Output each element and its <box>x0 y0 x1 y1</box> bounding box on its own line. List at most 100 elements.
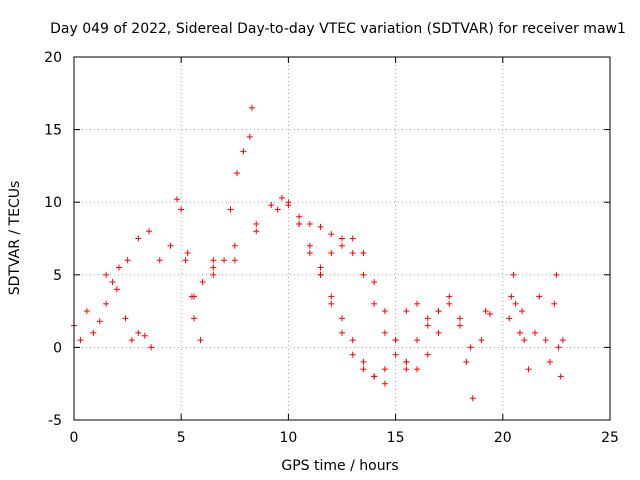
data-point <box>371 300 378 307</box>
data-point <box>553 271 560 278</box>
data-point <box>146 228 153 235</box>
data-point <box>371 373 378 380</box>
chart-title: Day 049 of 2022, Sidereal Day-to-day VTE… <box>50 21 626 37</box>
y-tick-label: 10 <box>44 195 62 211</box>
data-point <box>253 220 260 227</box>
data-point <box>446 300 453 307</box>
data-point <box>559 337 566 344</box>
data-point <box>392 351 399 358</box>
data-point <box>360 250 367 257</box>
data-point <box>349 250 356 257</box>
series-track-k <box>506 271 526 336</box>
data-point <box>525 366 532 373</box>
data-point <box>403 308 410 315</box>
plot-frame <box>73 56 611 421</box>
y-tick-label: -5 <box>48 413 62 429</box>
data-point <box>381 308 388 315</box>
data-point <box>510 271 517 278</box>
x-axis: 0 5 10 15 20 25 <box>70 57 619 446</box>
data-point <box>531 329 538 336</box>
data-point <box>435 329 442 336</box>
data-point <box>268 202 275 209</box>
data-point <box>96 318 103 325</box>
data-point <box>381 366 388 373</box>
data-point <box>328 300 335 307</box>
data-point <box>339 235 345 242</box>
data-point <box>536 293 543 300</box>
data-point <box>371 279 378 286</box>
data-point <box>240 148 247 155</box>
data-point <box>516 329 523 336</box>
data-point <box>424 322 431 329</box>
data-point <box>328 231 335 238</box>
data-point <box>339 242 345 249</box>
data-point <box>227 206 234 213</box>
data-point <box>167 242 174 249</box>
data-point <box>435 308 442 315</box>
data-point <box>148 344 155 351</box>
data-point <box>124 257 131 264</box>
data-point <box>191 315 198 322</box>
series-track-b <box>103 206 204 344</box>
data-point <box>424 315 431 322</box>
y-tick-label: 20 <box>44 50 62 66</box>
data-point <box>77 337 84 344</box>
data-point <box>231 242 238 249</box>
series-track-i <box>403 300 474 365</box>
data-point <box>248 104 255 111</box>
grid <box>74 57 610 420</box>
data-point <box>122 315 129 322</box>
data-point <box>542 337 549 344</box>
data-point <box>469 395 476 402</box>
data-point <box>274 206 281 213</box>
data-point <box>199 279 206 286</box>
data-point <box>456 315 463 322</box>
y-axis: -5 0 5 10 15 20 <box>44 50 610 429</box>
data-point <box>221 257 228 264</box>
data-point <box>231 257 238 264</box>
data-point <box>467 344 474 351</box>
data-point <box>339 329 345 336</box>
data-point <box>103 300 110 307</box>
data-point <box>306 220 313 227</box>
x-tick-label: 25 <box>601 430 619 446</box>
x-tick-label: 5 <box>177 430 186 446</box>
data-point <box>83 308 90 315</box>
x-tick-label: 0 <box>70 430 79 446</box>
data-point <box>109 279 116 286</box>
data-point <box>210 271 217 278</box>
data-point <box>178 206 185 213</box>
data-point <box>446 293 453 300</box>
data-point <box>506 315 513 322</box>
data-point <box>381 380 388 387</box>
data-point <box>135 329 142 336</box>
data-point <box>414 337 421 344</box>
data-point <box>253 228 260 235</box>
data-point <box>482 308 489 315</box>
x-tick-label: 20 <box>494 430 512 446</box>
data-point <box>414 366 421 373</box>
data-point <box>173 196 180 203</box>
data-point <box>128 337 135 344</box>
data-point <box>546 358 553 365</box>
data-point <box>184 250 191 257</box>
series-track-j <box>482 308 493 318</box>
data-point <box>551 300 558 307</box>
data-point <box>188 293 195 300</box>
data-point <box>296 220 303 227</box>
data-point <box>463 358 470 365</box>
data-point <box>246 133 253 140</box>
data-point <box>339 315 345 322</box>
data-point <box>317 271 324 278</box>
data-point <box>414 300 421 307</box>
data-point <box>519 308 526 315</box>
data-point <box>182 257 189 264</box>
series-track-l <box>521 271 566 380</box>
series-track-a <box>71 264 155 351</box>
data-point <box>210 257 217 264</box>
data-point <box>328 293 335 300</box>
data-point <box>360 271 367 278</box>
data-point <box>486 311 493 318</box>
